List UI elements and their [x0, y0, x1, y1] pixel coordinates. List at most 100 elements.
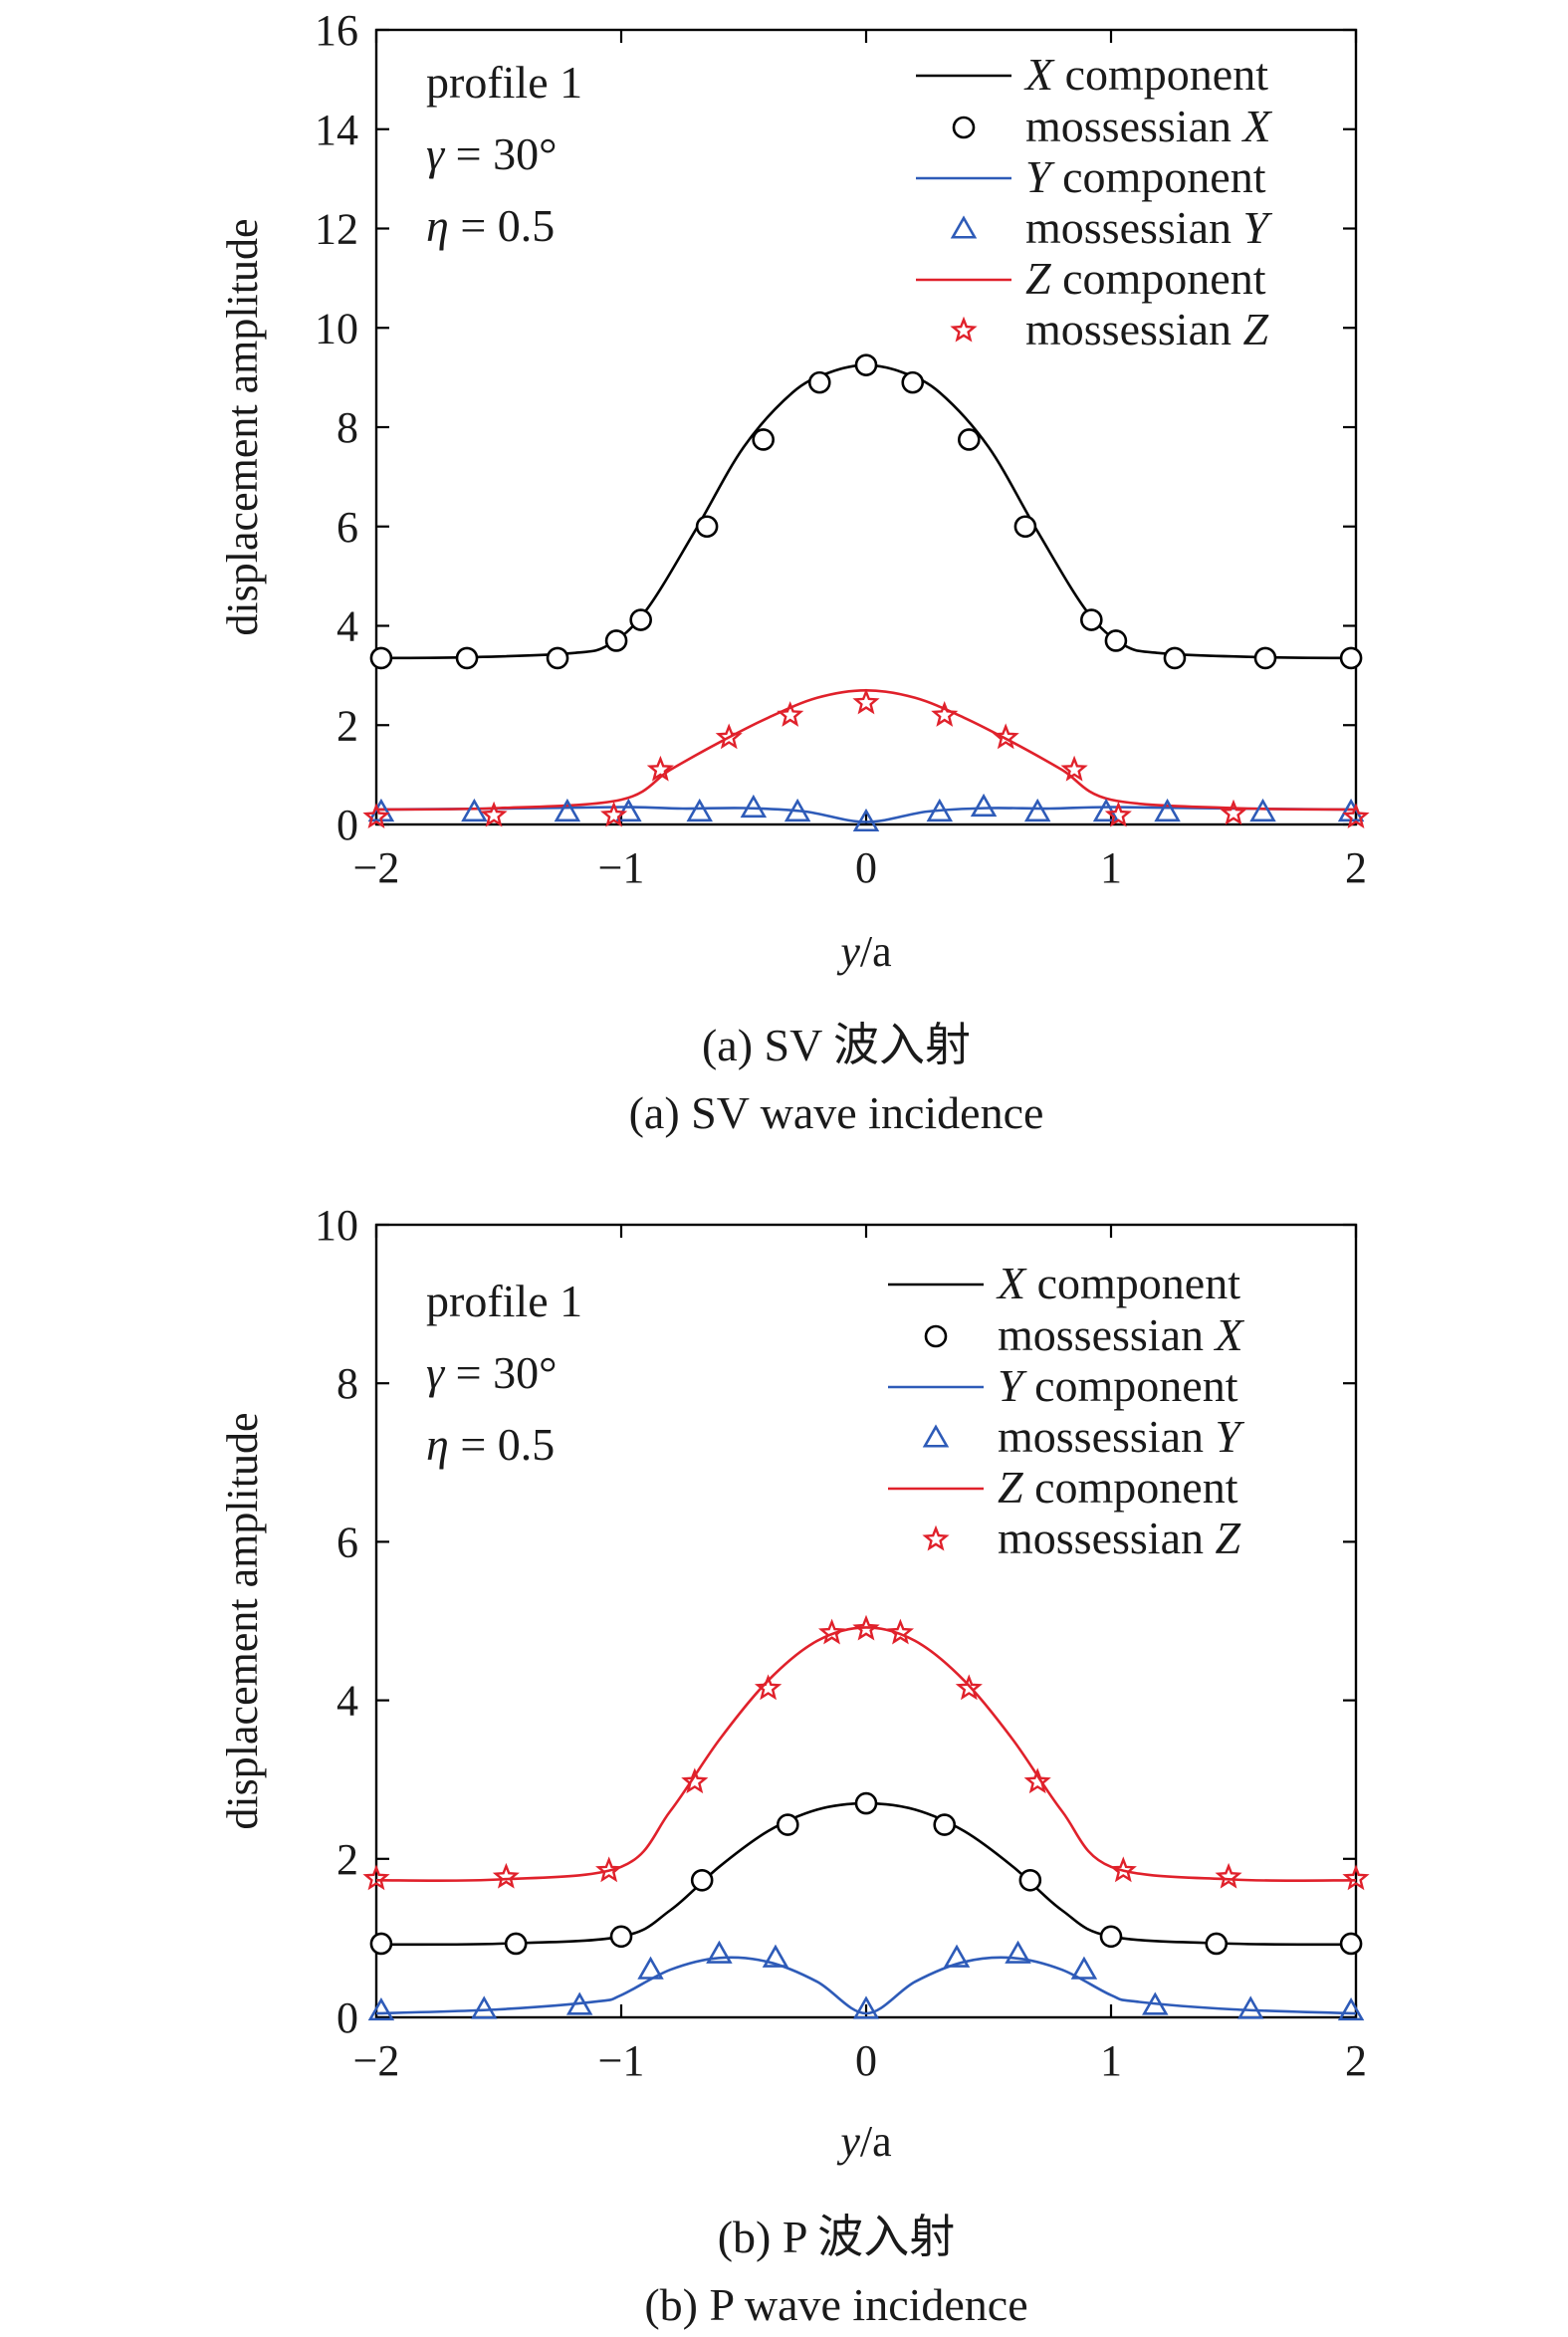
data-point-mossessian-x [1163, 646, 1187, 670]
y-tick-label: 12 [315, 205, 358, 254]
data-point-mossessian-x [604, 629, 628, 652]
legend-swatch-mossessian-z [950, 316, 978, 343]
data-point-mossessian-z [600, 801, 628, 827]
legend-label-prefix: mossessian [1025, 101, 1243, 151]
legend-label-mossessian-z: mossessian Z [998, 1513, 1241, 1563]
caption-chinese: (b) P 波入射 [718, 2212, 956, 2262]
data-point-mossessian-y [926, 798, 954, 822]
data-point-mossessian-y [852, 1995, 880, 2019]
legend-label-var: Y [1216, 1411, 1245, 1462]
data-point-mossessian-y [740, 794, 768, 818]
data-point-mossessian-x [1013, 515, 1037, 539]
legend-label-rest: component [1051, 151, 1266, 202]
data-point-mossessian-x [1339, 1932, 1363, 1956]
x-tick-label: 2 [1345, 843, 1367, 892]
x-tick-label: 0 [855, 2036, 877, 2085]
data-point-mossessian-z [362, 803, 390, 829]
legend-label-prefix: mossessian [998, 1513, 1216, 1563]
data-point-mossessian-y [615, 798, 642, 822]
legend-label-mossessian-x: mossessian X [1025, 101, 1273, 151]
data-point-mossessian-y [565, 1991, 593, 2015]
eta-label: η = 0.5 [426, 1419, 555, 1470]
data-point-mossessian-y [1070, 1956, 1098, 1980]
data-point-mossessian-y [1092, 798, 1120, 822]
data-point-mossessian-x [546, 646, 569, 670]
data-point-mossessian-y [943, 1944, 971, 1968]
data-point-mossessian-x [455, 646, 479, 670]
x-tick-label: −1 [598, 843, 645, 892]
data-point-mossessian-z [1215, 1862, 1242, 1889]
data-point-mossessian-y [367, 1997, 395, 2021]
data-point-mossessian-y [686, 798, 713, 822]
legend-label-rest: component [1023, 1360, 1238, 1411]
legend-label-rest: component [1023, 1462, 1238, 1513]
data-point-mossessian-z [777, 701, 804, 727]
chart-panel-b: −2 −1 0 1 2 0 2 4 6 8 10 y/a displacement amplitude p… [218, 1201, 1370, 2330]
data-point-mossessian-z [362, 1864, 390, 1891]
data-point-mossessian-x [369, 646, 393, 670]
caption-english: (a) SV wave incidence [629, 1087, 1044, 1138]
y-tick-label: 0 [336, 801, 358, 849]
y-tick-label: 6 [336, 1518, 358, 1566]
data-point-mossessian-x [1018, 1868, 1042, 1892]
data-point-mossessian-y [762, 1944, 789, 1968]
gamma-symbol: γ [426, 1347, 446, 1398]
data-point-mossessian-z [646, 755, 674, 782]
data-point-mossessian-y [1154, 798, 1181, 822]
y-tick-label: 0 [336, 1993, 358, 2042]
data-point-mossessian-z [1342, 1864, 1370, 1891]
eta-value: = 0.5 [449, 1419, 555, 1470]
eta-symbol: η [426, 1419, 449, 1470]
data-point-mossessian-z [595, 1856, 623, 1883]
eta-symbol: η [426, 200, 449, 251]
data-point-mossessian-z [492, 1862, 520, 1889]
y-tick-label: 2 [336, 701, 358, 750]
legend-label-rest: component [1051, 253, 1266, 304]
y-axis-label: displacement amplitude [218, 218, 267, 635]
data-point-mossessian-x [609, 1925, 633, 1949]
data-point-mossessian-z [955, 1674, 983, 1701]
y-tick-label: 10 [315, 304, 358, 352]
x-axis-label-rest: /a [860, 927, 892, 976]
legend-label-var: Z [1025, 253, 1051, 304]
data-point-mossessian-z [754, 1674, 783, 1701]
data-point-mossessian-x [1339, 646, 1363, 670]
legend-label-rest: component [1053, 49, 1268, 100]
y-tick-label: 8 [336, 403, 358, 452]
data-point-mossessian-y [1005, 1940, 1031, 1964]
data-point-mossessian-y [1337, 1997, 1365, 2021]
legend-label-prefix: mossessian [1025, 202, 1243, 253]
data-point-mossessian-x [958, 428, 981, 451]
legend-label-z-component: Z component [1025, 253, 1266, 304]
legend-label-mossessian-y: mossessian Y [1025, 202, 1273, 253]
x-tick-label: −1 [598, 2036, 645, 2085]
series-line-z [375, 1626, 1357, 1883]
data-point-mossessian-z [1342, 803, 1370, 829]
legend-swatch-mossessian-x [952, 116, 976, 139]
legend-label-var: X [1214, 1309, 1245, 1360]
data-point-mossessian-y [1249, 798, 1276, 822]
legend-label-var: Z [1216, 1513, 1241, 1563]
x-tick-label: −2 [353, 2036, 400, 2085]
data-point-mossessian-x [690, 1868, 714, 1892]
data-point-mossessian-y [1236, 1995, 1264, 2019]
profile-label: profile 1 [426, 57, 582, 108]
legend-swatch-mossessian-y [922, 1424, 950, 1448]
legend-label-y-component: Y component [998, 1360, 1238, 1411]
legend-label-mossessian-x: mossessian X [998, 1309, 1245, 1360]
eta-value: = 0.5 [449, 200, 555, 251]
data-point-mossessian-y [470, 1995, 498, 2019]
series-line-y [375, 806, 1357, 823]
data-point-mossessian-x [1099, 1925, 1123, 1949]
legend-label-var: Y [998, 1360, 1027, 1411]
data-point-mossessian-z [1220, 799, 1247, 825]
series-line-x [375, 363, 1357, 660]
data-point-mossessian-z [1060, 755, 1088, 782]
y-tick-label: 4 [336, 602, 358, 651]
legend-label-prefix: mossessian [998, 1411, 1216, 1462]
caption-chinese: (a) SV 波入射 [702, 1020, 971, 1070]
x-tick-label: 1 [1100, 843, 1122, 892]
legend-swatch-mossessian-x [924, 1324, 948, 1348]
legend-label-var: X [996, 1258, 1027, 1308]
